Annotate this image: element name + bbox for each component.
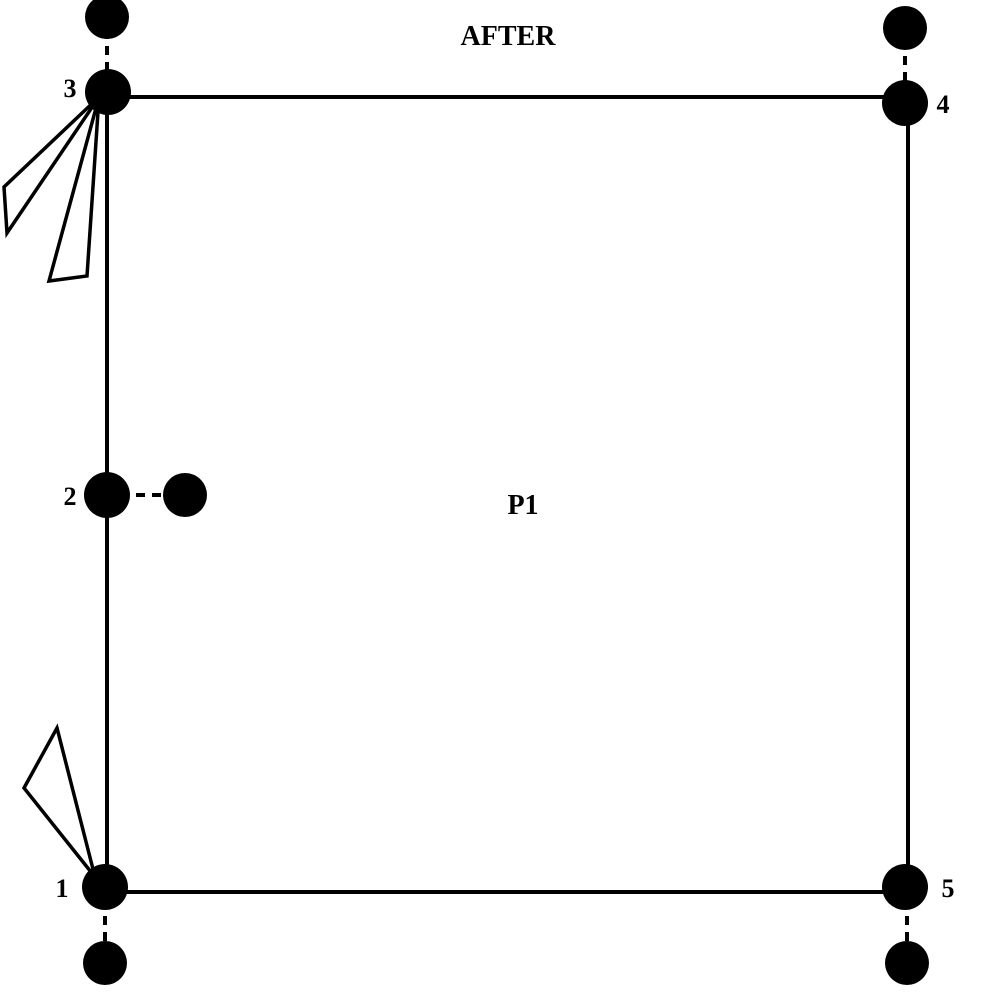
node-1[interactable] [82, 864, 128, 910]
node-5[interactable] [882, 864, 928, 910]
triangle-markers [2, 95, 101, 879]
triangle-marker-3a [2, 95, 101, 239]
main-nodes [82, 69, 928, 910]
node-label-5: 5 [942, 874, 955, 903]
triangle-marker-1 [21, 723, 97, 879]
diagram-title: AFTER [461, 21, 557, 52]
node-label-1: 1 [56, 874, 69, 903]
node-label-4: 4 [937, 90, 950, 119]
node-2[interactable] [84, 472, 130, 518]
triangle-marker-3b [46, 96, 101, 284]
satellite-node-1[interactable] [83, 941, 127, 985]
satellite-node-4[interactable] [883, 6, 927, 50]
node-label-3: 3 [64, 74, 77, 103]
node-label-2: 2 [64, 482, 77, 511]
polygon-edges [105, 95, 910, 894]
polygon-label: P1 [507, 490, 538, 521]
satellite-nodes [83, 0, 929, 985]
satellite-node-3[interactable] [85, 0, 129, 39]
satellite-node-5[interactable] [885, 941, 929, 985]
node-3[interactable] [85, 69, 131, 115]
node-4[interactable] [882, 80, 928, 126]
dashed-connectors [103, 30, 909, 955]
satellite-node-2[interactable] [163, 473, 207, 517]
